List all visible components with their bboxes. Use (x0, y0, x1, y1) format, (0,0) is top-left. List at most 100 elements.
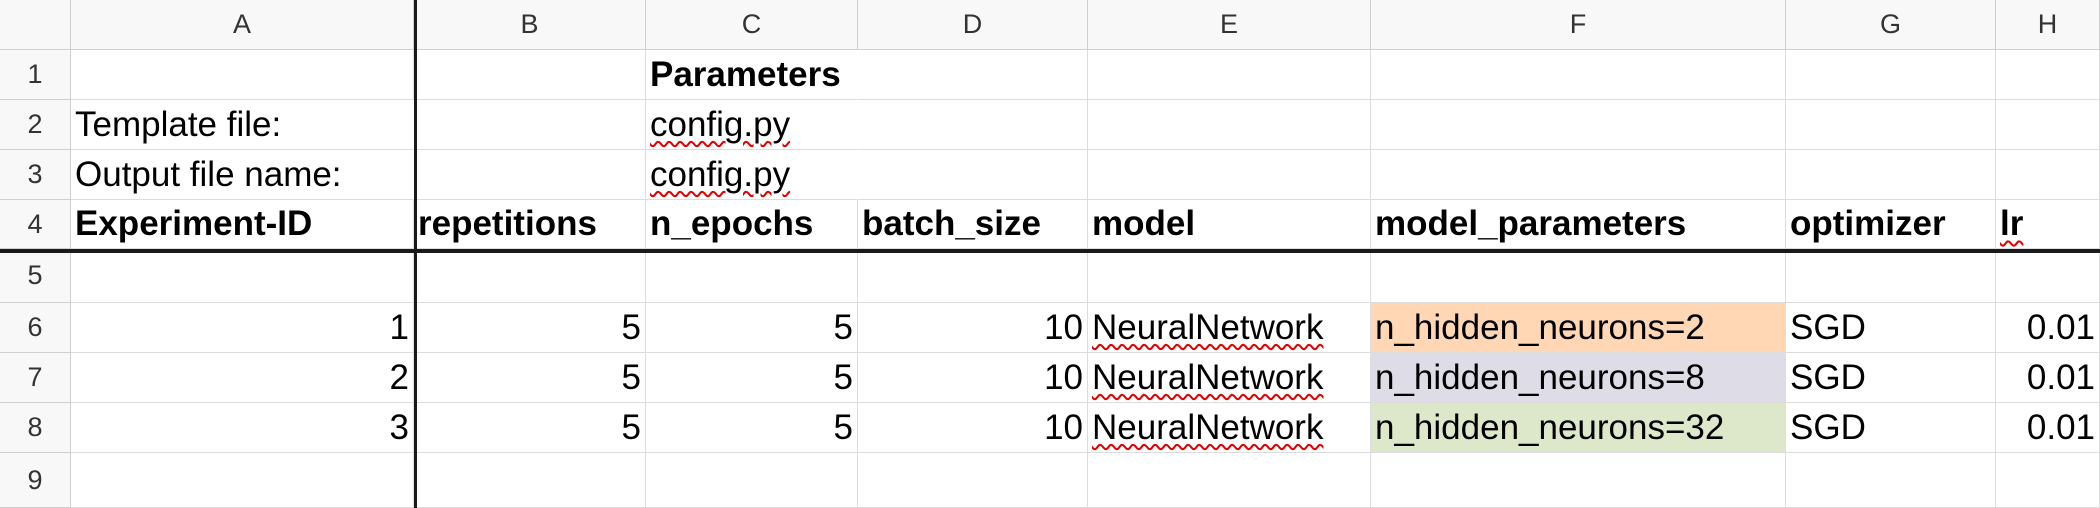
cell-b7[interactable]: 5 (414, 353, 646, 403)
cell-c7[interactable]: 5 (646, 353, 858, 403)
cell-h9[interactable] (1996, 453, 2100, 508)
cell-text: 5 (621, 407, 641, 447)
cell-b4[interactable]: repetitions (414, 200, 646, 249)
cell-g1[interactable] (1786, 50, 1996, 100)
cell-c9[interactable] (646, 453, 858, 508)
cell-d3[interactable] (858, 150, 1088, 200)
cell-g7[interactable]: SGD (1786, 353, 1996, 403)
cell-b5[interactable] (414, 249, 646, 303)
cell-text: config.py (650, 154, 791, 194)
row-header-5[interactable]: 5 (0, 249, 71, 303)
cell-b9[interactable] (414, 453, 646, 508)
cell-e4[interactable]: model (1088, 200, 1371, 249)
cell-h2[interactable] (1996, 100, 2100, 150)
cell-f2[interactable] (1371, 100, 1786, 150)
cell-e1[interactable] (1088, 50, 1371, 100)
cell-c1[interactable]: Parameters (646, 50, 858, 100)
cell-h3[interactable] (1996, 150, 2100, 200)
column-header-c[interactable]: C (646, 0, 858, 50)
cell-c6[interactable]: 5 (646, 303, 858, 353)
cell-d2[interactable] (858, 100, 1088, 150)
column-header-a[interactable]: A (71, 0, 414, 50)
cell-h8[interactable]: 0.01 (1996, 403, 2100, 453)
cell-b1[interactable] (414, 50, 646, 100)
cell-d4[interactable]: batch_size (858, 200, 1088, 249)
row-header-2[interactable]: 2 (0, 100, 71, 150)
cell-f1[interactable] (1371, 50, 1786, 100)
cell-b2[interactable] (414, 100, 646, 150)
cell-d9[interactable] (858, 453, 1088, 508)
cell-f9[interactable] (1371, 453, 1786, 508)
cell-b3[interactable] (414, 150, 646, 200)
row-header-9[interactable]: 9 (0, 453, 71, 508)
column-header-f[interactable]: F (1371, 0, 1786, 50)
cell-h1[interactable] (1996, 50, 2100, 100)
cell-d5[interactable] (858, 249, 1088, 303)
column-header-g[interactable]: G (1786, 0, 1996, 50)
cell-e7[interactable]: NeuralNetwork (1088, 353, 1371, 403)
cell-f6[interactable]: n_hidden_neurons=2 (1371, 303, 1786, 353)
cell-c4[interactable]: n_epochs (646, 200, 858, 249)
cell-g8[interactable]: SGD (1786, 403, 1996, 453)
cell-a5[interactable] (71, 249, 414, 303)
cell-a3[interactable]: Output file name: (71, 150, 414, 200)
cell-g2[interactable] (1786, 100, 1996, 150)
column-header-h[interactable]: H (1996, 0, 2100, 50)
cell-c5[interactable] (646, 249, 858, 303)
column-header-d[interactable]: D (858, 0, 1088, 50)
cell-a1[interactable] (71, 50, 414, 100)
cell-c3[interactable]: config.py (646, 150, 858, 200)
row-header-4[interactable]: 4 (0, 200, 71, 249)
cell-e6[interactable]: NeuralNetwork (1088, 303, 1371, 353)
cell-h4[interactable]: lr (1996, 200, 2100, 249)
cell-f5[interactable] (1371, 249, 1786, 303)
cell-e8[interactable]: NeuralNetwork (1088, 403, 1371, 453)
cell-a7[interactable]: 2 (71, 353, 414, 403)
cell-g6[interactable]: SGD (1786, 303, 1996, 353)
cell-h7[interactable]: 0.01 (1996, 353, 2100, 403)
cell-text: SGD (1790, 357, 1866, 397)
cell-g9[interactable] (1786, 453, 1996, 508)
cell-h6[interactable]: 0.01 (1996, 303, 2100, 353)
cell-d8[interactable]: 10 (858, 403, 1088, 453)
cell-text: 10 (1044, 307, 1083, 347)
cell-text: 0.01 (2026, 357, 2095, 397)
column-header-e[interactable]: E (1088, 0, 1371, 50)
cell-b6[interactable]: 5 (414, 303, 646, 353)
row-header-8[interactable]: 8 (0, 403, 71, 453)
cell-h5[interactable] (1996, 249, 2100, 303)
cell-g4[interactable]: optimizer (1786, 200, 1996, 249)
row-header-3[interactable]: 3 (0, 150, 71, 200)
cell-a2[interactable]: Template file: (71, 100, 414, 150)
cell-f7[interactable]: n_hidden_neurons=8 (1371, 353, 1786, 403)
cell-text: lr (2000, 204, 2024, 243)
cell-f3[interactable] (1371, 150, 1786, 200)
row-header-7[interactable]: 7 (0, 353, 71, 403)
cell-e3[interactable] (1088, 150, 1371, 200)
cell-a9[interactable] (71, 453, 414, 508)
column-header-b[interactable]: B (414, 0, 646, 50)
select-all-corner[interactable] (0, 0, 71, 50)
cell-text: 3 (389, 407, 409, 447)
cell-d1[interactable] (858, 50, 1088, 100)
cell-g3[interactable] (1786, 150, 1996, 200)
cell-e5[interactable] (1088, 249, 1371, 303)
cell-d7[interactable]: 10 (858, 353, 1088, 403)
cell-text: 5 (833, 357, 853, 397)
cell-e9[interactable] (1088, 453, 1371, 508)
cell-e2[interactable] (1088, 100, 1371, 150)
cell-a6[interactable]: 1 (71, 303, 414, 353)
cell-text: 10 (1044, 407, 1083, 447)
cell-b8[interactable]: 5 (414, 403, 646, 453)
cell-c8[interactable]: 5 (646, 403, 858, 453)
row-header-1[interactable]: 1 (0, 50, 71, 100)
cell-c2[interactable]: config.py (646, 100, 858, 150)
cell-a4[interactable]: Experiment-ID (71, 200, 414, 249)
cell-f4[interactable]: model_parameters (1371, 200, 1786, 249)
cell-f8[interactable]: n_hidden_neurons=32 (1371, 403, 1786, 453)
cell-g5[interactable] (1786, 249, 1996, 303)
cell-d6[interactable]: 10 (858, 303, 1088, 353)
row-header-6[interactable]: 6 (0, 303, 71, 353)
cell-a8[interactable]: 3 (71, 403, 414, 453)
